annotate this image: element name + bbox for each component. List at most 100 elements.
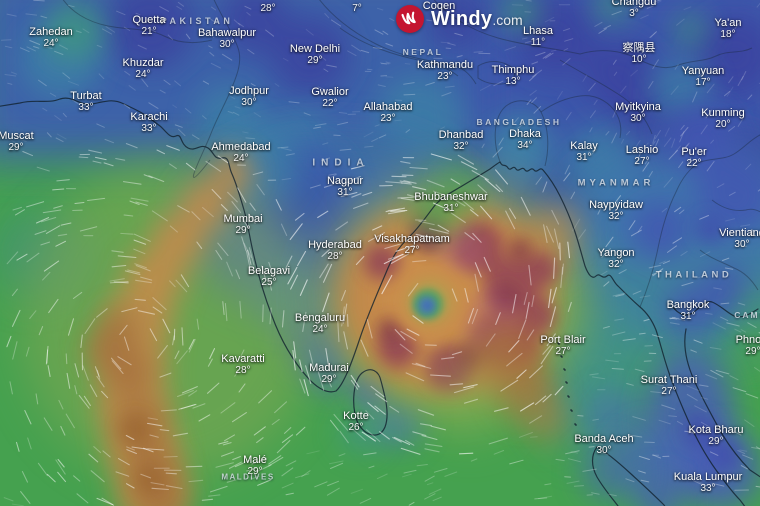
city-name: Surat Thani xyxy=(640,374,698,386)
city-name: Yanyuan xyxy=(681,65,725,77)
city-temperature: 28° xyxy=(235,365,251,376)
city-label-coqen[interactable]: Coqen xyxy=(423,0,455,12)
city-label-kavaratti[interactable]: Kavaratti 28° xyxy=(221,353,264,376)
city-label-mumbai[interactable]: Mumbai 29° xyxy=(223,213,262,236)
city-name: Visakhapatnam xyxy=(374,233,450,245)
city-name: Karachi xyxy=(130,111,168,123)
city-label-quetta[interactable]: Quetta 21° xyxy=(132,14,165,37)
city-name: Gwalior xyxy=(311,86,349,98)
city-label-port-blair[interactable]: Port Blair 27° xyxy=(540,334,585,357)
city-label-belagavi[interactable]: Belagavi 25° xyxy=(248,265,290,288)
city-label-banda-aceh[interactable]: Banda Aceh 30° xyxy=(574,433,633,456)
city-label-bengaluru[interactable]: Bengaluru 24° xyxy=(295,312,345,335)
city-name: Phnom xyxy=(735,334,760,346)
city-name: Pu'er xyxy=(681,146,707,158)
city-temperature: 30° xyxy=(241,97,257,108)
city-label-dhanbad[interactable]: Dhanbad 32° xyxy=(439,129,484,152)
city-name: Muscat xyxy=(0,130,34,142)
city-temperature: 29° xyxy=(247,466,263,477)
city-label-jodhpur[interactable]: Jodhpur 30° xyxy=(229,85,269,108)
city-temperature: 27° xyxy=(661,386,677,397)
city-label-karachi[interactable]: Karachi 33° xyxy=(130,111,167,134)
city-label-phnom[interactable]: Phnom29° xyxy=(736,334,760,357)
city-label-lashio[interactable]: Lashio 27° xyxy=(626,144,658,167)
city-label-pu-er[interactable]: Pu'er 22° xyxy=(681,146,706,169)
city-name: Myitkyina xyxy=(615,101,661,113)
city-label-dhaka[interactable]: Dhaka 34° xyxy=(509,128,541,151)
city-label-madurai[interactable]: Madurai 29° xyxy=(309,362,349,385)
city-label-khuzdar[interactable]: Khuzdar 24° xyxy=(123,57,164,80)
city-name: Kotte xyxy=(343,410,369,422)
city-label-bahawalpur[interactable]: Bahawalpur 30° xyxy=(198,27,256,50)
city-label-kotte[interactable]: Kotte 26° xyxy=(343,410,369,433)
city-name: Nagpur xyxy=(326,175,364,187)
city-temperature: 32° xyxy=(453,141,469,152)
city-label-bhubaneshwar[interactable]: Bhubaneshwar 31° xyxy=(414,191,487,214)
city-label-kalay[interactable]: Kalay 31° xyxy=(570,140,598,163)
city-temperature: 20° xyxy=(715,119,731,130)
city-label--[interactable]: 察隅县 10° xyxy=(623,42,656,65)
city-label-hyderabad[interactable]: Hyderabad 28° xyxy=(308,239,362,262)
city-temperature: 21° xyxy=(141,26,157,37)
city-name: Malé xyxy=(243,454,267,466)
city-name: Kathmandu xyxy=(416,59,474,71)
city-label-thimphu[interactable]: Thimphu 13° xyxy=(492,64,535,87)
city-temperature: 11° xyxy=(530,37,546,48)
city-label-gwalior[interactable]: Gwalior 22° xyxy=(311,86,348,109)
city-temperature: 24° xyxy=(312,324,328,335)
city-name: Mumbai xyxy=(223,213,263,225)
city-temperature: 29° xyxy=(235,225,251,236)
city-temperature: 31° xyxy=(576,152,592,163)
city-temperature: 22° xyxy=(686,158,702,169)
city-label-turbat[interactable]: Turbat 33° xyxy=(70,90,101,113)
city-label-lhasa[interactable]: Lhasa 11° xyxy=(523,25,553,48)
city-name: Bhubaneshwar xyxy=(414,191,488,203)
city-label-kota-bharu[interactable]: Kota Bharu 29° xyxy=(688,424,743,447)
city-label-nagpur[interactable]: Nagpur 31° xyxy=(327,175,363,198)
city-name: Changdu xyxy=(611,0,657,8)
city-name: Kuala Lumpur xyxy=(673,471,743,483)
city-label-ahmedabad[interactable]: Ahmedabad 24° xyxy=(211,141,270,164)
city-label-kathmandu[interactable]: Kathmandu 23° xyxy=(417,59,473,82)
city-label-naypyidaw[interactable]: Naypyidaw 32° xyxy=(589,199,643,222)
city-temperature: 34° xyxy=(517,140,533,151)
city-label-visakhapatnam[interactable]: Visakhapatnam 27° xyxy=(374,233,450,256)
city-label-muscat[interactable]: Muscat 29° xyxy=(0,130,34,153)
city-temperature: 29° xyxy=(307,55,323,66)
city-label-bangkok[interactable]: Bangkok 31° xyxy=(667,299,710,322)
city-temperature: 31° xyxy=(680,311,696,322)
city-temperature: 23° xyxy=(437,71,453,82)
city-label-allahabad[interactable]: Allahabad 23° xyxy=(364,101,413,124)
city-label-changdu[interactable]: Changdu 3° xyxy=(612,0,657,19)
city-label-kunming[interactable]: Kunming 20° xyxy=(701,107,744,130)
city-label-zahedan[interactable]: Zahedan 24° xyxy=(29,26,72,49)
windy-logo[interactable]: Windy .com xyxy=(396,5,523,33)
city-label[interactable]: 7° xyxy=(352,3,362,14)
city-label-yanyuan[interactable]: Yanyuan 17° xyxy=(682,65,725,88)
city-temperature: 33° xyxy=(700,483,716,494)
city-name: Thimphu xyxy=(491,64,535,76)
city-name: Kunming xyxy=(701,107,745,119)
city-label-surat-thani[interactable]: Surat Thani 27° xyxy=(641,374,698,397)
city-label-ya-an[interactable]: Ya'an 18° xyxy=(715,17,742,40)
city-label-vientiane[interactable]: Vientiane30° xyxy=(719,227,760,250)
city-label[interactable]: 28° xyxy=(260,3,275,14)
city-temperature: 33° xyxy=(141,123,157,134)
city-temperature: 28° xyxy=(260,3,276,14)
city-temperature: 13° xyxy=(505,76,521,87)
city-label-mal-[interactable]: Malé 29° xyxy=(243,454,267,477)
city-name: Turbat xyxy=(70,90,102,102)
city-name: Hyderabad xyxy=(308,239,362,251)
city-temperature: 30° xyxy=(630,113,646,124)
city-label-kuala-lumpur[interactable]: Kuala Lumpur 33° xyxy=(674,471,743,494)
city-label-myitkyina[interactable]: Myitkyina 30° xyxy=(615,101,661,124)
windy-logo-text: Windy .com xyxy=(431,8,523,31)
city-temperature: 29° xyxy=(708,436,724,447)
coastlines xyxy=(0,97,760,506)
city-label-new-delhi[interactable]: New Delhi 29° xyxy=(290,43,340,66)
city-name: Yangon xyxy=(597,247,635,259)
city-label-yangon[interactable]: Yangon 32° xyxy=(597,247,634,270)
